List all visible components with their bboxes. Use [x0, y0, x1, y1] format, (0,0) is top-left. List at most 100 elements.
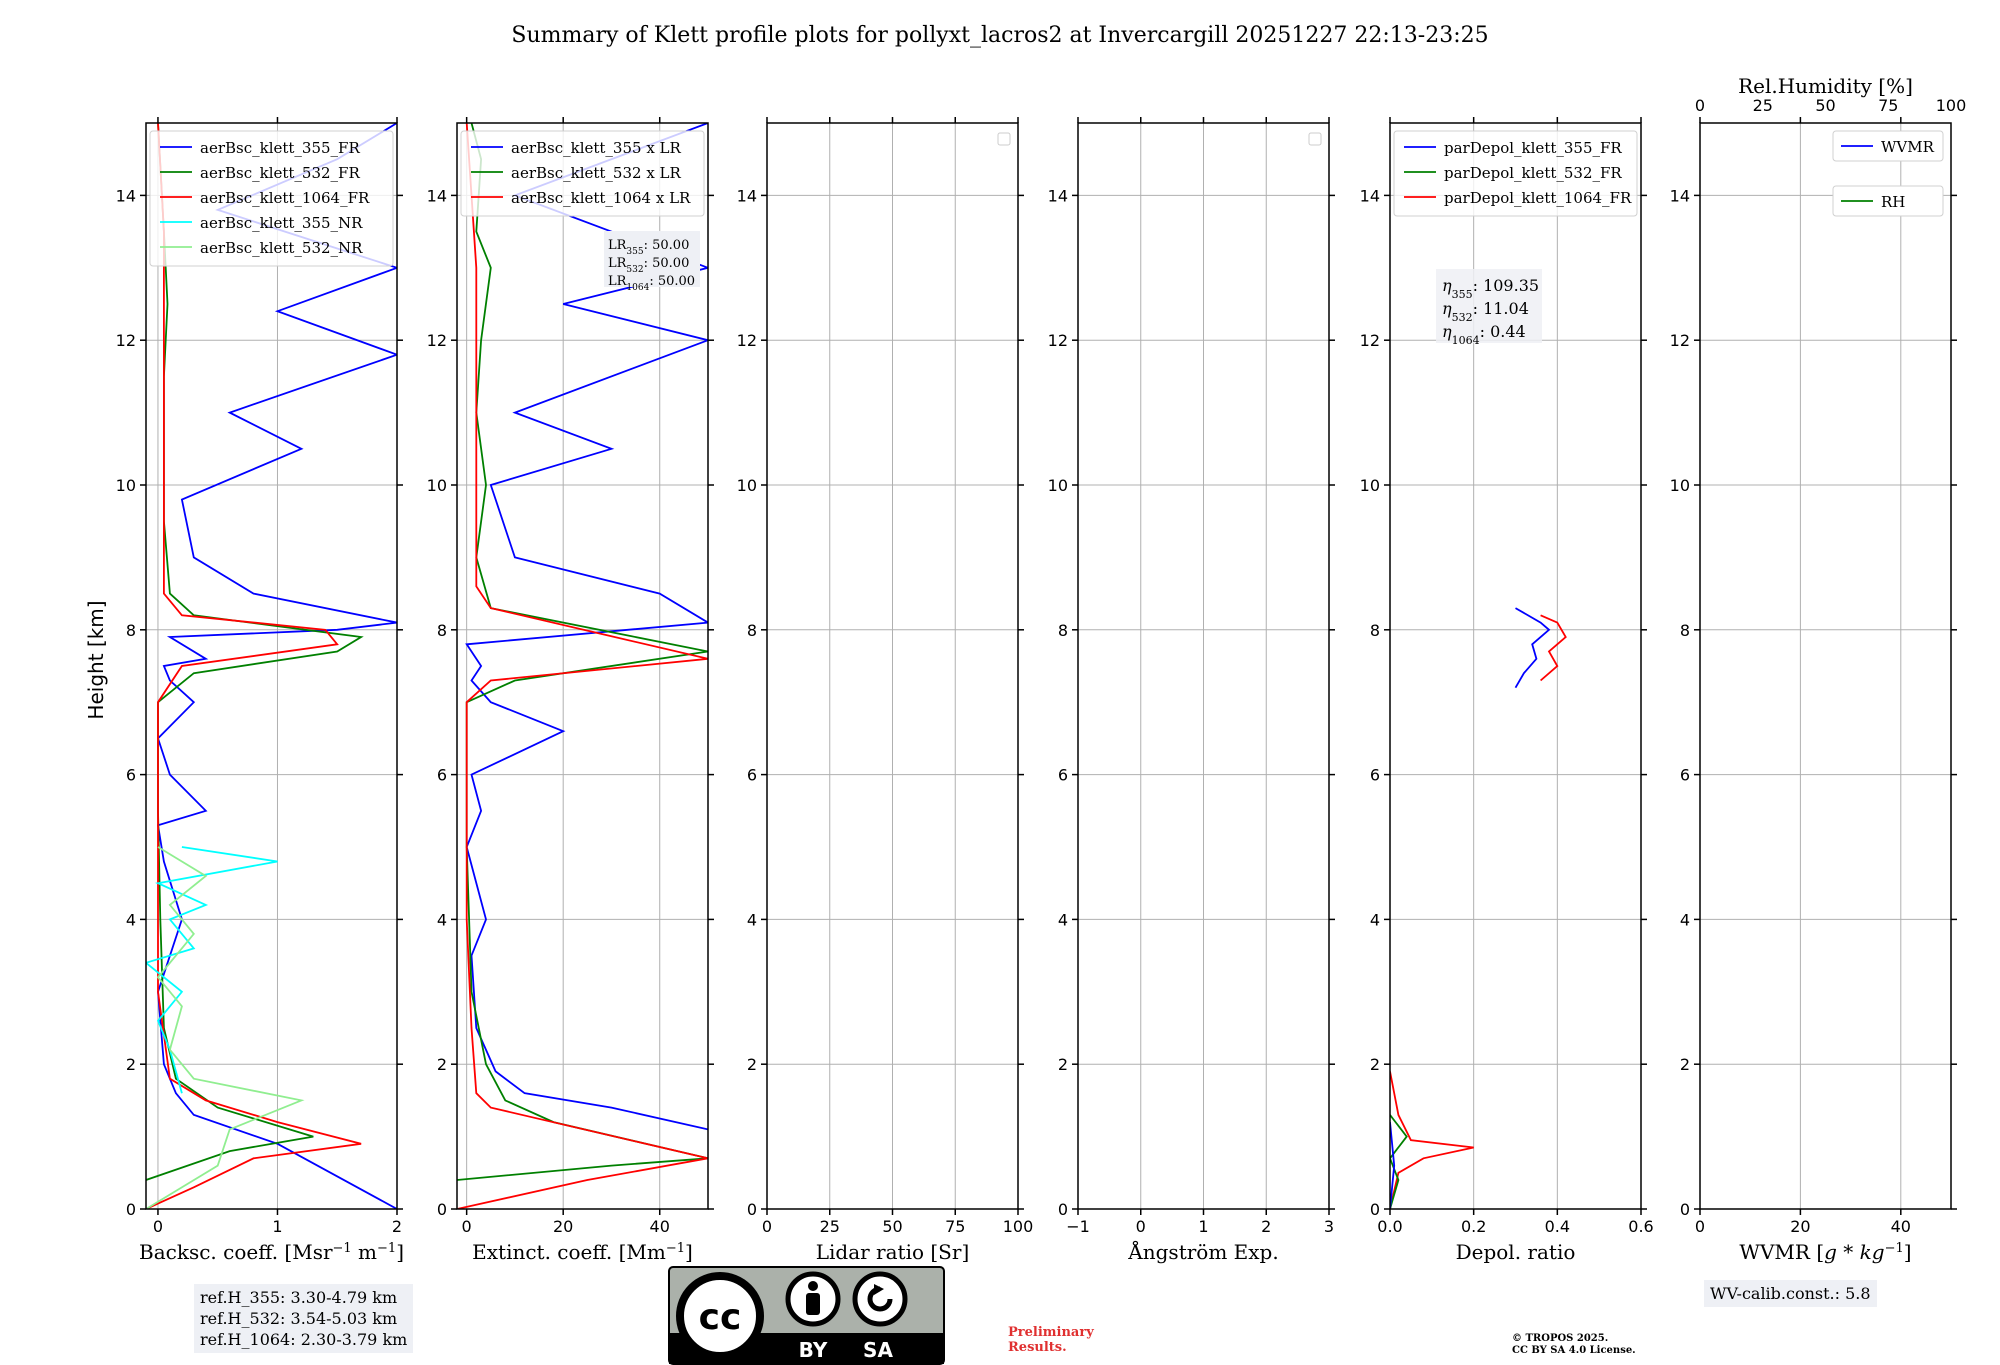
legend-label: aerBsc_klett_355 x LR: [511, 139, 682, 157]
x-tick-label: 0: [1136, 1217, 1146, 1236]
legend: parDepol_klett_355_FR parDepol_klett_532_…: [1393, 130, 1638, 217]
axes-frame: [456, 122, 709, 1210]
eta-line: η1064: 0.44: [1442, 322, 1526, 347]
x-tick-label: 1: [272, 1217, 282, 1236]
y-axis-label: Height [km]: [84, 600, 108, 719]
x-tick-label: 2: [392, 1217, 402, 1236]
x-tick-label: 75: [945, 1217, 965, 1236]
y-tick-label: 14: [737, 186, 757, 205]
series-group: [146, 123, 397, 1209]
legend-label: parDepol_klett_1064_FR: [1444, 189, 1632, 207]
legend-label: aerBsc_klett_1064 x LR: [511, 189, 691, 207]
panel-depol: 0 2 4 6 8 10 12 14 0.0 0.2 0.4 0.6 Depol. ratio parDe…: [1360, 117, 1654, 1264]
x-label-part: Backsc. coeff. [Msr: [139, 1240, 333, 1264]
figure-title: Summary of Klett profile plots for polly…: [511, 23, 1488, 48]
preliminary-line-2: Results.: [1008, 1340, 1067, 1355]
lr-sub: 1064: [626, 283, 649, 293]
lr-line: LR532: 50.00: [608, 256, 689, 275]
x-tick-label: 0: [153, 1217, 163, 1236]
y-tick-label: 8: [1680, 621, 1690, 640]
eta-symbol: η: [1442, 299, 1452, 318]
series-aerBsc_klett_532_NR: [146, 846, 305, 1209]
preliminary-notice: Preliminary Results.: [1008, 1325, 1094, 1355]
x-tick-label: 1: [1198, 1217, 1208, 1236]
y-tick-label: 10: [1670, 476, 1690, 495]
x-label-end: ]: [685, 1240, 693, 1264]
cc-by-sa-logo: cc BY SA: [668, 1266, 945, 1365]
y-tick-label: 6: [1370, 766, 1380, 785]
panel-lidar_ratio: 0 2 4 6 8 10 12 14 0 25 50 75 100 Lidar ratio [Sr]: [737, 117, 1033, 1264]
legend-label-wvmr: WVMR: [1881, 138, 1935, 156]
x-label-end: ]: [396, 1240, 404, 1264]
x-label-sup: −1: [666, 1241, 685, 1256]
top-tick-label: 0: [1695, 96, 1705, 115]
series-group: [457, 123, 708, 1209]
axes-frame: [1077, 122, 1330, 1210]
copyright-line-1: © TROPOS 2025.: [1512, 1333, 1609, 1344]
legend-box: [1393, 130, 1638, 217]
y-tick-label: 12: [1048, 331, 1068, 350]
eta-symbol: η: [1442, 276, 1452, 295]
y-tick-label: 2: [1058, 1055, 1068, 1074]
x-axis-label: Extinct. coeff. [Mm−1]: [472, 1240, 693, 1264]
cc-circle-icon: [676, 1272, 764, 1360]
x-tick-label: 0.2: [1461, 1217, 1486, 1236]
x-label-part: Extinct. coeff. [Mm: [472, 1240, 666, 1264]
top-tick-label: 50: [1815, 96, 1835, 115]
axes-frame: [1389, 122, 1642, 1210]
x-tick-label: 50: [882, 1217, 902, 1236]
legend-label: aerBsc_klett_355_NR: [200, 214, 363, 232]
series-aerBsc_klett_1064 x LR: [457, 123, 708, 1209]
axes-frame: [766, 122, 1019, 1210]
x-tick-label: 0: [762, 1217, 772, 1236]
y-tick-label: 0: [747, 1200, 757, 1219]
eta-box: [1436, 269, 1542, 343]
lr-prefix: LR: [608, 256, 628, 271]
legend-label: parDepol_klett_532_FR: [1444, 164, 1622, 182]
legend: aerBsc_klett_355_FR aerBsc_klett_532_FRae…: [149, 130, 394, 267]
lr-value: : 50.00: [644, 256, 690, 271]
lr-prefix: LR: [608, 274, 628, 289]
legend-label: aerBsc_klett_1064_FR: [200, 189, 370, 207]
series-aerBsc_klett_355_NR: [146, 846, 278, 1094]
eta-value: : 0.44: [1480, 322, 1526, 341]
eta-value: : 109.35: [1473, 276, 1539, 295]
sa-arrow-head: [874, 1284, 884, 1295]
ref-height-532: ref.H_532: 3.54-5.03 km: [200, 1309, 398, 1328]
x-label-sup: −1: [1885, 1241, 1904, 1256]
y-tick-label: 6: [1058, 766, 1068, 785]
y-tick-label: 4: [437, 910, 447, 929]
preliminary-line-1: Preliminary: [1008, 1325, 1094, 1340]
legend-label: aerBsc_klett_532_NR: [200, 239, 363, 257]
copyright-line-2: CC BY SA 4.0 License.: [1512, 1345, 1636, 1356]
eta-sub: 532: [1452, 311, 1473, 324]
legend: aerBsc_klett_355 x LR aerBsc_klett_532 x …: [460, 130, 705, 217]
y-tick-label: 2: [1680, 1055, 1690, 1074]
y-tick-label: 6: [1680, 766, 1690, 785]
y-tick-label: 12: [1360, 331, 1380, 350]
legend-box: [149, 130, 394, 267]
panel-extinction: 0 2 4 6 8 10 12 14 0 20 40 Extinct. coeff. [Mm−1] ae…: [427, 117, 714, 1264]
panel-wvmr: 0 2 4 6 8 10 12 14 0 20 40 WVMR [g * kg−1] Rel.Humid…: [1670, 74, 1967, 1264]
y-tick-label: 4: [1370, 910, 1380, 929]
y-tick-label: 2: [747, 1055, 757, 1074]
lr-value: : 50.00: [644, 238, 690, 253]
y-tick-label: 8: [126, 621, 136, 640]
y-tick-label: 10: [737, 476, 757, 495]
top-tick-label: 25: [1753, 96, 1773, 115]
legend-label: aerBsc_klett_532_FR: [200, 164, 360, 182]
cc-text: cc: [699, 1297, 742, 1338]
x-tick-label: 0.0: [1377, 1217, 1402, 1236]
y-tick-label: 10: [1360, 476, 1380, 495]
x-axis-label: Backsc. coeff. [Msr−1 m−1]: [139, 1240, 404, 1264]
lr-sub: 355: [626, 247, 643, 257]
x-tick-label: 2: [1261, 1217, 1271, 1236]
x-tick-label: 0.4: [1545, 1217, 1570, 1236]
y-tick-label: 10: [1048, 476, 1068, 495]
x-tick-label: 20: [1790, 1217, 1810, 1236]
series-parDepol_klett_1064_FR_aerosol: [1540, 614, 1567, 682]
x-tick-label: 40: [650, 1217, 670, 1236]
empty-legend-box: [1308, 132, 1322, 146]
y-tick-label: 8: [747, 621, 757, 640]
